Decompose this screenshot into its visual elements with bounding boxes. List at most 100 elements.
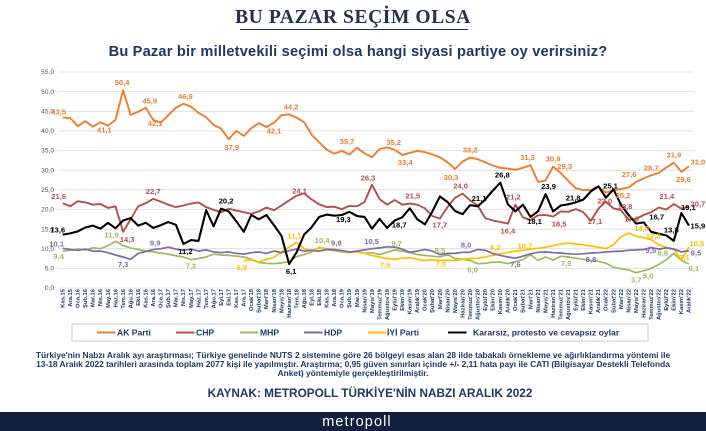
svg-text:40,0: 40,0 [41,128,54,135]
svg-text:Nisan'21: Nisan'21 [536,288,542,312]
svg-text:Mayıs'21: Mayıs'21 [543,288,549,313]
svg-text:14,0: 14,0 [634,224,649,233]
svg-text:25,0: 25,0 [41,187,54,194]
svg-text:7,6: 7,6 [510,260,521,269]
svg-text:35,2: 35,2 [386,138,401,147]
svg-text:Ağu.16: Ağu.16 [128,288,134,308]
svg-text:Eylül'22: Eylül'22 [664,289,670,311]
svg-text:AK Parti: AK Parti [117,328,151,338]
svg-text:13,8: 13,8 [664,225,679,234]
svg-text:26,3: 26,3 [361,174,376,183]
svg-text:22,7: 22,7 [146,187,161,196]
svg-text:Mayıs'22: Mayıs'22 [634,289,640,313]
svg-text:Kararsız, protesto ve cevapsız: Kararsız, protesto ve cevapsız oylar [473,328,620,338]
svg-text:Ağustos'21: Ağustos'21 [566,288,572,320]
svg-text:Eyl.17: Eyl.17 [219,289,225,306]
svg-text:Mayıs'20: Mayıs'20 [453,289,459,313]
svg-text:May.16: May.16 [106,288,112,308]
svg-text:Mayıs'19: Mayıs'19 [370,288,376,313]
svg-text:7,0: 7,0 [436,260,447,269]
svg-text:44,2: 44,2 [284,102,299,111]
svg-text:0,0: 0,0 [45,285,54,292]
svg-text:7,5: 7,5 [380,261,391,270]
svg-text:6,0: 6,0 [467,266,478,275]
svg-text:43,5: 43,5 [51,108,67,117]
svg-text:25,2: 25,2 [616,191,631,200]
svg-text:5,0: 5,0 [45,266,54,273]
svg-text:28,7: 28,7 [644,163,659,172]
svg-text:Ocak'20: Ocak'20 [423,289,429,311]
svg-text:Tem.18: Tem.18 [294,288,300,308]
svg-text:30,3: 30,3 [444,173,459,182]
svg-text:Ara.18: Ara.18 [332,288,338,307]
svg-text:Oca.16: Oca.16 [76,288,82,308]
svg-text:Nis.16: Nis.16 [98,288,104,306]
svg-text:Şubat'22: Şubat'22 [611,289,617,313]
svg-text:10,7: 10,7 [518,241,533,250]
svg-text:Eki.18: Eki.18 [317,288,323,306]
svg-text:8,0: 8,0 [461,240,472,249]
svg-text:9,5: 9,5 [691,249,702,258]
svg-text:8,8: 8,8 [658,248,669,257]
svg-text:Kas.17: Kas.17 [234,289,240,308]
svg-text:13,6: 13,6 [50,226,65,235]
svg-text:BU PAZAR SEÇİM OLSA: BU PAZAR SEÇİM OLSA [235,7,471,28]
svg-text:9,5: 9,5 [646,246,657,255]
svg-text:Haziran'21: Haziran'21 [551,288,557,318]
svg-text:Nisan'22: Nisan'22 [626,289,632,313]
svg-text:25,1: 25,1 [603,181,619,190]
svg-text:CHP: CHP [196,328,214,338]
svg-text:Kas.18: Kas.18 [325,288,331,307]
svg-text:9,7: 9,7 [391,239,402,248]
svg-text:16,7: 16,7 [649,212,664,221]
svg-text:11,2: 11,2 [178,247,192,256]
svg-text:Ağustos'20: Ağustos'20 [476,289,482,320]
svg-text:Mayıs'18: Mayıs'18 [279,288,285,313]
svg-text:21,8: 21,8 [566,193,581,202]
svg-text:37,9: 37,9 [224,143,239,152]
svg-text:Kasım'22: Kasım'22 [679,289,685,314]
svg-text:55,0: 55,0 [41,69,54,76]
svg-text:22,0: 22,0 [598,197,613,206]
svg-text:Ekim'19: Ekim'19 [400,288,406,310]
svg-text:May.17: May.17 [189,289,195,308]
svg-text:Temmuz'21: Temmuz'21 [559,288,565,320]
svg-text:Mar.19: Mar.19 [355,288,361,307]
svg-text:Kas.15: Kas.15 [61,288,67,307]
svg-text:23,9: 23,9 [541,182,556,191]
svg-text:21,4: 21,4 [659,192,675,201]
svg-text:Kas.16: Kas.16 [144,288,150,307]
svg-text:42,1: 42,1 [148,119,164,128]
svg-text:Türkiye'nin Nabzı Aralık ayı a: Türkiye'nin Nabzı Aralık ayı araştırması… [36,350,671,360]
svg-text:6,1: 6,1 [286,267,297,276]
svg-text:17,6: 17,6 [624,215,639,224]
svg-text:Temmuz'20: Temmuz'20 [468,289,474,320]
svg-text:Haz.16: Haz.16 [113,288,119,307]
svg-text:30,9: 30,9 [546,155,561,164]
svg-text:46,9: 46,9 [178,92,193,101]
svg-text:13-18 Aralık 2022 tarihleri ar: 13-18 Aralık 2022 tarihleri arasında top… [36,359,670,369]
svg-text:Haz.17: Haz.17 [196,289,202,307]
svg-text:KAYNAK: METROPOLL TÜRKİYE'NİN: KAYNAK: METROPOLL TÜRKİYE'NİN NABZI ARAL… [208,386,533,400]
svg-text:Aralık'19: Aralık'19 [415,288,421,313]
svg-text:11,9: 11,9 [104,230,118,239]
svg-text:10,5: 10,5 [364,237,380,246]
svg-text:9,9: 9,9 [150,239,161,248]
svg-text:19,3: 19,3 [336,215,351,224]
svg-text:Kasım'19: Kasım'19 [408,288,414,314]
svg-text:Eylül'21: Eylül'21 [574,288,580,310]
svg-text:metropoll: metropoll [322,414,392,430]
svg-text:3,7: 3,7 [631,276,642,285]
svg-text:19,8: 19,8 [618,202,633,211]
svg-text:Ekim'22: Ekim'22 [672,289,678,311]
svg-text:7,9: 7,9 [561,259,572,268]
svg-text:Şubat'20: Şubat'20 [430,289,436,313]
svg-text:27,6: 27,6 [622,170,637,179]
svg-text:10,1: 10,1 [49,239,65,248]
svg-text:Nis.17: Nis.17 [181,289,187,306]
svg-text:15,9: 15,9 [691,222,706,231]
svg-text:29,3: 29,3 [557,162,572,171]
svg-text:8,8: 8,8 [586,255,597,264]
svg-text:31,3: 31,3 [520,153,535,162]
svg-text:Aralık'22: Aralık'22 [687,289,693,313]
